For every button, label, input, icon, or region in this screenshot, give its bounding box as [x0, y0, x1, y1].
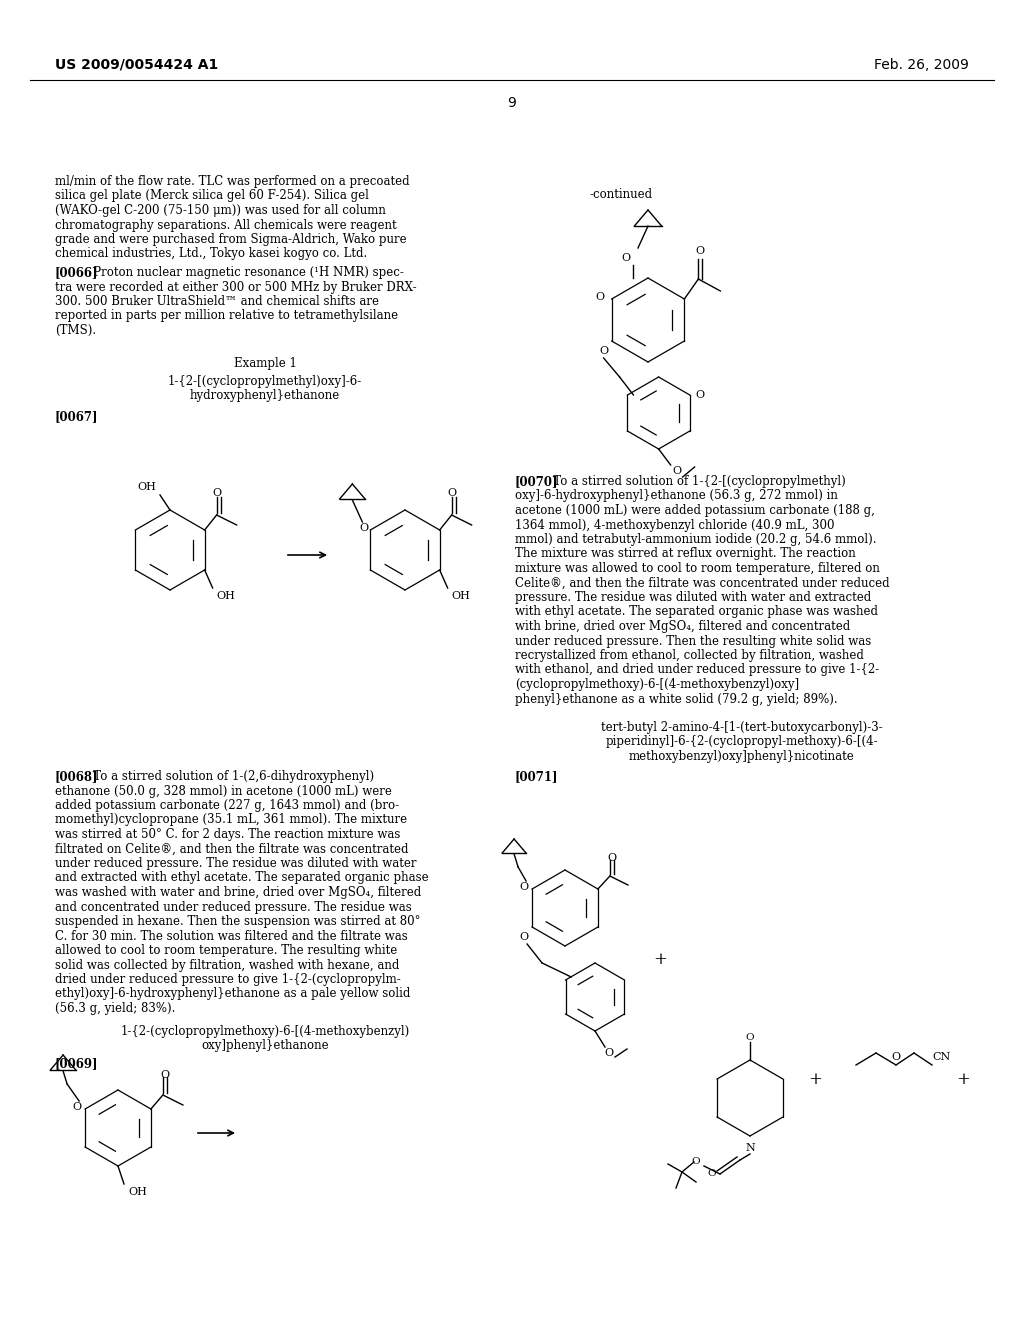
- Text: mmol) and tetrabutyl-ammonium iodide (20.2 g, 54.6 mmol).: mmol) and tetrabutyl-ammonium iodide (20…: [515, 533, 877, 546]
- Text: O: O: [599, 346, 608, 356]
- Text: mixture was allowed to cool to room temperature, filtered on: mixture was allowed to cool to room temp…: [515, 562, 880, 576]
- Text: chemical industries, Ltd., Tokyo kasei kogyo co. Ltd.: chemical industries, Ltd., Tokyo kasei k…: [55, 248, 368, 260]
- Text: and extracted with ethyl acetate. The separated organic phase: and extracted with ethyl acetate. The se…: [55, 871, 429, 884]
- Text: O: O: [212, 488, 221, 498]
- Text: OH: OH: [217, 591, 236, 601]
- Text: O: O: [595, 292, 604, 302]
- Text: [0066]: [0066]: [55, 267, 98, 279]
- Text: suspended in hexane. Then the suspension was stirred at 80°: suspended in hexane. Then the suspension…: [55, 915, 421, 928]
- Text: with brine, dried over MgSO₄, filtered and concentrated: with brine, dried over MgSO₄, filtered a…: [515, 620, 850, 634]
- Text: O: O: [447, 488, 457, 498]
- Text: was stirred at 50° C. for 2 days. The reaction mixture was: was stirred at 50° C. for 2 days. The re…: [55, 828, 400, 841]
- Text: (TMS).: (TMS).: [55, 323, 96, 337]
- Text: 300. 500 Bruker UltraShield™ and chemical shifts are: 300. 500 Bruker UltraShield™ and chemica…: [55, 294, 379, 308]
- Text: tert-butyl 2-amino-4-[1-(tert-butoxycarbonyl)-3-: tert-butyl 2-amino-4-[1-(tert-butoxycarb…: [601, 721, 883, 734]
- Text: +: +: [956, 1072, 970, 1089]
- Text: was washed with water and brine, dried over MgSO₄, filtered: was washed with water and brine, dried o…: [55, 886, 421, 899]
- Text: added potassium carbonate (227 g, 1643 mmol) and (bro-: added potassium carbonate (227 g, 1643 m…: [55, 799, 399, 812]
- Text: N: N: [745, 1143, 755, 1152]
- Text: reported in parts per million relative to tetramethylsilane: reported in parts per million relative t…: [55, 309, 398, 322]
- Text: Celite®, and then the filtrate was concentrated under reduced: Celite®, and then the filtrate was conce…: [515, 577, 890, 590]
- Text: O: O: [519, 882, 528, 892]
- Text: [0071]: [0071]: [515, 771, 558, 784]
- Text: and concentrated under reduced pressure. The residue was: and concentrated under reduced pressure.…: [55, 900, 412, 913]
- Text: ethyl)oxy]-6-hydroxyphenyl}ethanone as a pale yellow solid: ethyl)oxy]-6-hydroxyphenyl}ethanone as a…: [55, 987, 411, 1001]
- Text: phenyl}ethanone as a white solid (79.2 g, yield; 89%).: phenyl}ethanone as a white solid (79.2 g…: [515, 693, 838, 705]
- Text: [0068]: [0068]: [55, 770, 98, 783]
- Text: allowed to cool to room temperature. The resulting white: allowed to cool to room temperature. The…: [55, 944, 397, 957]
- Text: ml/min of the flow rate. TLC was performed on a precoated: ml/min of the flow rate. TLC was perform…: [55, 176, 410, 187]
- Text: Feb. 26, 2009: Feb. 26, 2009: [874, 58, 969, 73]
- Text: chromatography separations. All chemicals were reagent: chromatography separations. All chemical…: [55, 219, 396, 231]
- Text: The mixture was stirred at reflux overnight. The reaction: The mixture was stirred at reflux overni…: [515, 548, 856, 561]
- Text: C. for 30 min. The solution was filtered and the filtrate was: C. for 30 min. The solution was filtered…: [55, 929, 408, 942]
- Text: O: O: [892, 1052, 900, 1063]
- Text: ethanone (50.0 g, 328 mmol) in acetone (1000 mL) were: ethanone (50.0 g, 328 mmol) in acetone (…: [55, 784, 392, 797]
- Text: OH: OH: [452, 591, 470, 601]
- Text: acetone (1000 mL) were added potassium carbonate (188 g,: acetone (1000 mL) were added potassium c…: [515, 504, 874, 517]
- Text: 9: 9: [508, 96, 516, 110]
- Text: +: +: [808, 1072, 822, 1089]
- Text: +: +: [653, 952, 667, 969]
- Text: oxy]phenyl}ethanone: oxy]phenyl}ethanone: [201, 1039, 329, 1052]
- Text: methoxybenzyl)oxy]phenyl}nicotinate: methoxybenzyl)oxy]phenyl}nicotinate: [629, 750, 855, 763]
- Text: O: O: [519, 932, 528, 942]
- Text: To a stirred solution of 1-{2-[(cyclopropylmethyl): To a stirred solution of 1-{2-[(cyclopro…: [542, 475, 845, 488]
- Text: O: O: [161, 1071, 169, 1080]
- Text: 1-{2-[(cyclopropylmethyl)oxy]-6-: 1-{2-[(cyclopropylmethyl)oxy]-6-: [168, 375, 362, 388]
- Text: under reduced pressure. Then the resulting white solid was: under reduced pressure. Then the resulti…: [515, 635, 871, 648]
- Text: O: O: [622, 253, 631, 263]
- Text: (cyclopropylmethoxy)-6-[(4-methoxybenzyl)oxy]: (cyclopropylmethoxy)-6-[(4-methoxybenzyl…: [515, 678, 799, 690]
- Text: piperidinyl]-6-{2-(cyclopropyl-methoxy)-6-[(4-: piperidinyl]-6-{2-(cyclopropyl-methoxy)-…: [605, 735, 879, 748]
- Text: (56.3 g, yield; 83%).: (56.3 g, yield; 83%).: [55, 1002, 175, 1015]
- Text: To a stirred solution of 1-(2,6-dihydroxyphenyl): To a stirred solution of 1-(2,6-dihydrox…: [82, 770, 374, 783]
- Text: grade and were purchased from Sigma-Aldrich, Wako pure: grade and were purchased from Sigma-Aldr…: [55, 234, 407, 246]
- Text: Example 1: Example 1: [233, 356, 296, 370]
- Text: Proton nuclear magnetic resonance (¹H NMR) spec-: Proton nuclear magnetic resonance (¹H NM…: [82, 267, 403, 279]
- Text: filtrated on Celite®, and then the filtrate was concentrated: filtrated on Celite®, and then the filtr…: [55, 842, 409, 855]
- Text: with ethanol, and dried under reduced pressure to give 1-{2-: with ethanol, and dried under reduced pr…: [515, 664, 880, 676]
- Text: tra were recorded at either 300 or 500 MHz by Bruker DRX-: tra were recorded at either 300 or 500 M…: [55, 281, 417, 293]
- Text: 1-{2-(cyclopropylmethoxy)-6-[(4-methoxybenzyl): 1-{2-(cyclopropylmethoxy)-6-[(4-methoxyb…: [121, 1024, 410, 1038]
- Text: recrystallized from ethanol, collected by filtration, washed: recrystallized from ethanol, collected b…: [515, 649, 864, 663]
- Text: hydroxyphenyl}ethanone: hydroxyphenyl}ethanone: [189, 389, 340, 403]
- Text: dried under reduced pressure to give 1-{2-(cyclopropylm-: dried under reduced pressure to give 1-{…: [55, 973, 400, 986]
- Text: O: O: [695, 389, 705, 400]
- Text: OH: OH: [128, 1187, 146, 1197]
- Text: O: O: [745, 1034, 755, 1043]
- Text: pressure. The residue was diluted with water and extracted: pressure. The residue was diluted with w…: [515, 591, 871, 605]
- Text: [0067]: [0067]: [55, 411, 98, 422]
- Text: with ethyl acetate. The separated organic phase was washed: with ethyl acetate. The separated organi…: [515, 606, 878, 619]
- Text: O: O: [359, 523, 369, 533]
- Text: CN: CN: [932, 1052, 950, 1063]
- Text: solid was collected by filtration, washed with hexane, and: solid was collected by filtration, washe…: [55, 958, 399, 972]
- Text: 1364 mmol), 4-methoxybenzyl chloride (40.9 mL, 300: 1364 mmol), 4-methoxybenzyl chloride (40…: [515, 519, 835, 532]
- Text: momethyl)cyclopropane (35.1 mL, 361 mmol). The mixture: momethyl)cyclopropane (35.1 mL, 361 mmol…: [55, 813, 408, 826]
- Text: O: O: [604, 1048, 613, 1059]
- Text: OH: OH: [137, 482, 156, 492]
- Text: O: O: [672, 466, 681, 477]
- Text: O: O: [607, 853, 616, 863]
- Text: [0069]: [0069]: [55, 1057, 98, 1071]
- Text: US 2009/0054424 A1: US 2009/0054424 A1: [55, 58, 218, 73]
- Text: under reduced pressure. The residue was diluted with water: under reduced pressure. The residue was …: [55, 857, 417, 870]
- Text: (WAKO-gel C-200 (75-150 μm)) was used for all column: (WAKO-gel C-200 (75-150 μm)) was used fo…: [55, 205, 386, 216]
- Text: [0070]: [0070]: [515, 475, 558, 488]
- Text: silica gel plate (Merck silica gel 60 F-254). Silica gel: silica gel plate (Merck silica gel 60 F-…: [55, 190, 369, 202]
- Text: -continued: -continued: [590, 189, 653, 202]
- Text: oxy]-6-hydroxyphenyl}ethanone (56.3 g, 272 mmol) in: oxy]-6-hydroxyphenyl}ethanone (56.3 g, 2…: [515, 490, 838, 503]
- Text: O: O: [696, 246, 705, 256]
- Text: O: O: [708, 1170, 716, 1179]
- Text: O: O: [73, 1102, 82, 1111]
- Text: O: O: [691, 1158, 700, 1167]
